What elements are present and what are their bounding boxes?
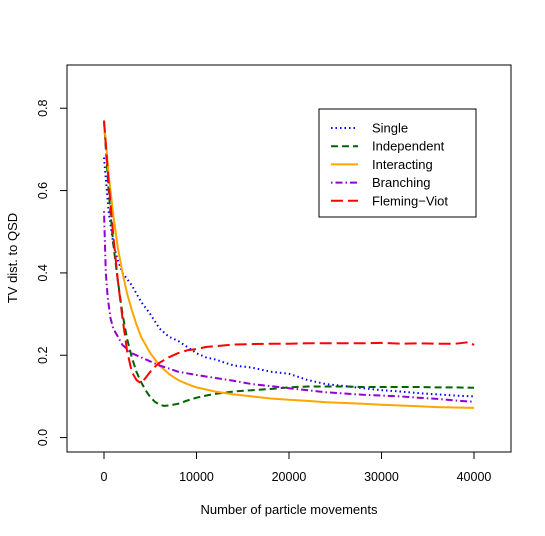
x-tick-label: 30000 bbox=[364, 470, 399, 484]
y-tick-label: 0.6 bbox=[36, 182, 50, 199]
y-tick-label: 0.8 bbox=[36, 99, 50, 116]
x-tick-label: 40000 bbox=[457, 470, 492, 484]
x-tick-label: 20000 bbox=[272, 470, 307, 484]
series-layer bbox=[103, 120, 475, 409]
legend: Single Independent Interacting Branching Fle… bbox=[318, 108, 477, 218]
legend-label: Interacting bbox=[372, 157, 433, 172]
x-axis: 0 10000 20000 30000 40000 bbox=[101, 451, 492, 484]
series-line-branching bbox=[103, 211, 475, 403]
y-axis-title: TV dist. to QSD bbox=[5, 213, 20, 303]
y-tick-label: 0.0 bbox=[36, 429, 50, 446]
series-line-independent bbox=[103, 120, 475, 407]
legend-label: Independent bbox=[372, 139, 445, 154]
x-tick-label: 0 bbox=[101, 470, 108, 484]
series-line-interacting bbox=[103, 120, 475, 409]
x-tick-label: 10000 bbox=[179, 470, 214, 484]
series-line-single bbox=[103, 157, 475, 398]
legend-label: Fleming−Viot bbox=[372, 193, 448, 208]
y-axis: 0.0 0.2 0.4 0.6 0.8 bbox=[36, 99, 68, 446]
x-axis-title: Number of particle movements bbox=[200, 502, 378, 517]
legend-label: Branching bbox=[372, 175, 431, 190]
y-tick-label: 0.2 bbox=[36, 347, 50, 364]
series-line-fleming-viot bbox=[103, 120, 475, 385]
y-tick-label: 0.4 bbox=[36, 264, 50, 281]
legend-label: Single bbox=[372, 121, 408, 136]
